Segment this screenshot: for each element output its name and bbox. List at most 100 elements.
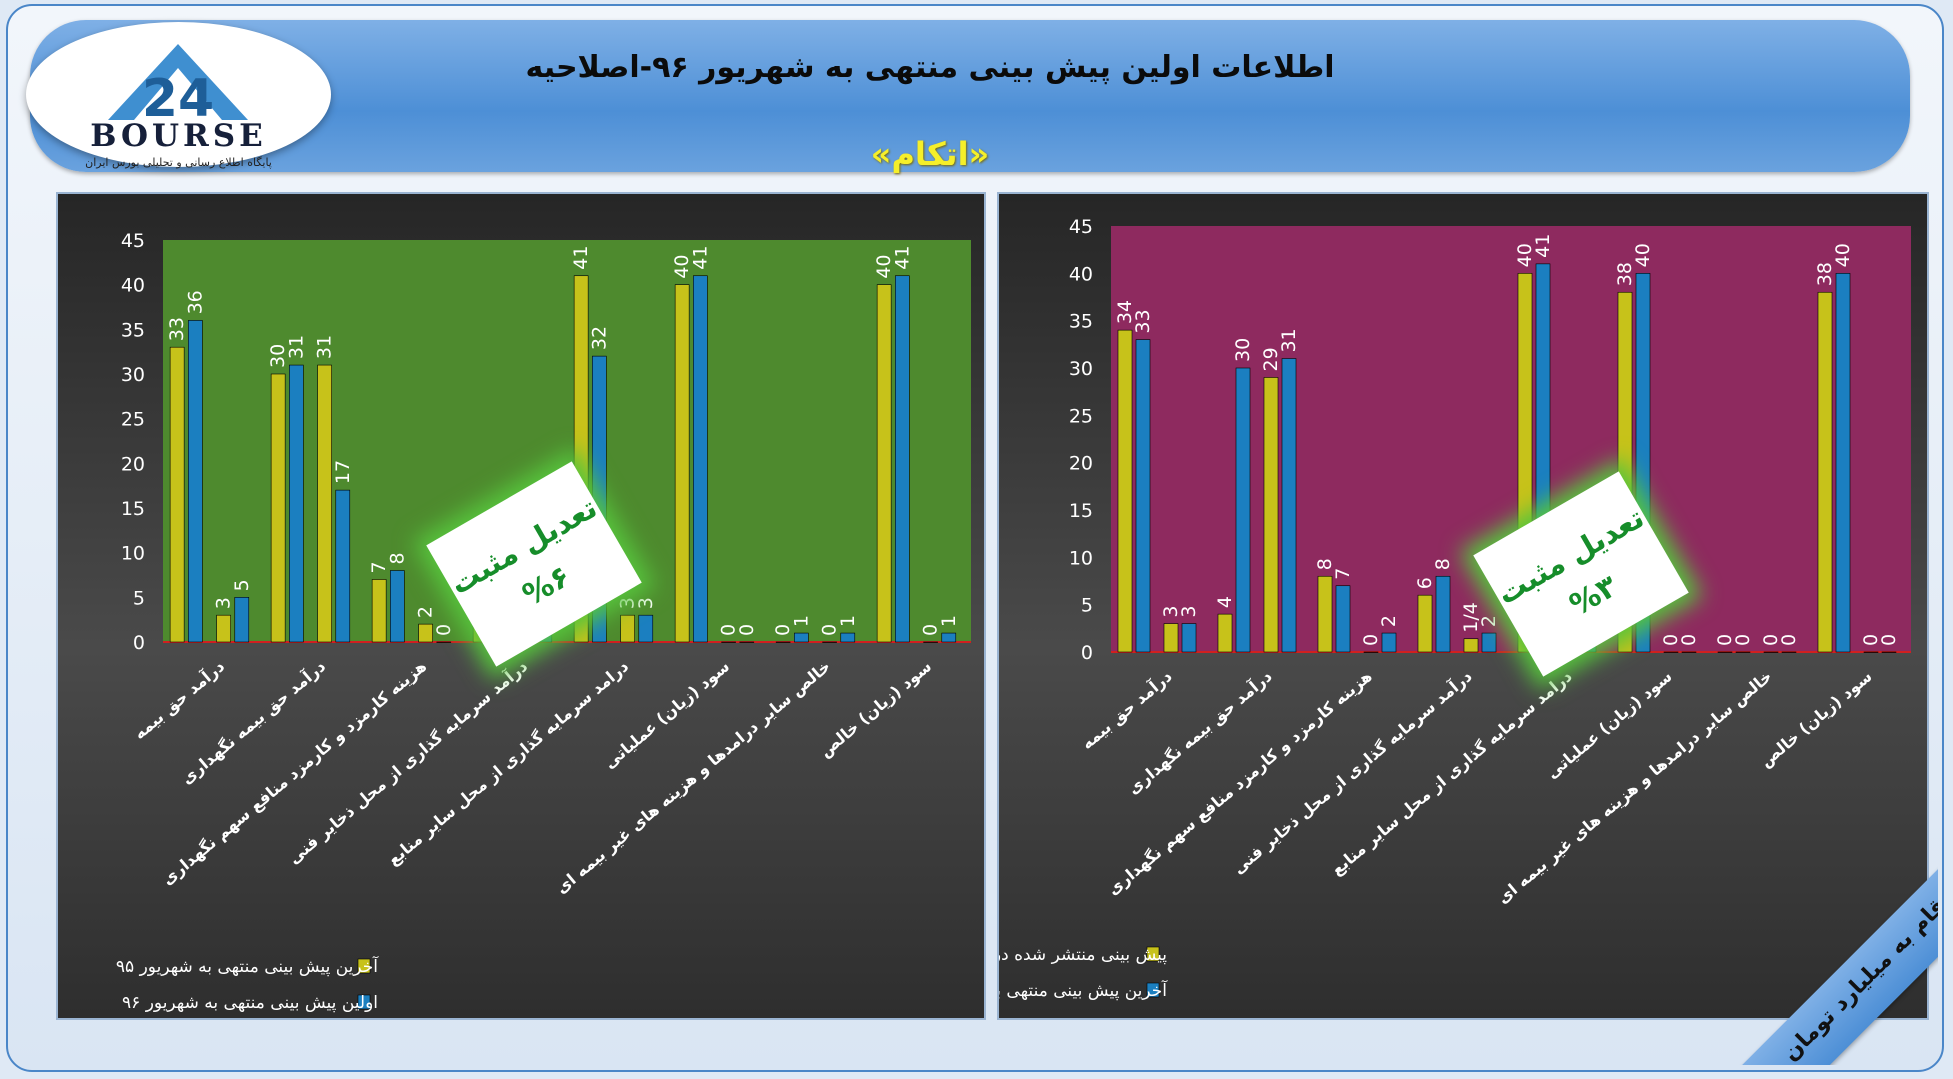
chart-panel-right: 0 5 10 15 20 25 30 35 40 45 34 33 3 3 درآمد حق بیمه 4 30…: [997, 192, 1929, 1020]
bar: [1181, 623, 1197, 653]
bar: [1235, 367, 1251, 653]
bar: [1817, 291, 1833, 653]
bar: [693, 275, 708, 643]
bar: [1681, 651, 1697, 653]
page-title: اطلاعات اولین پیش بینی منتهی به شهریور ۹…: [525, 50, 1335, 85]
svg-text:24: 24: [142, 69, 214, 122]
bar-data-label: 40: [1832, 243, 1854, 267]
bar: [1481, 632, 1497, 653]
bar-data-label: 0: [1760, 634, 1782, 646]
bar: [188, 320, 203, 643]
bar-data-label: 3: [1178, 606, 1200, 618]
bar-data-label: 3: [635, 597, 657, 609]
bar-data-label: 0: [1778, 634, 1800, 646]
bar-data-label: 38: [1814, 262, 1836, 286]
bar-data-label: 0: [920, 624, 942, 636]
bar: [1335, 585, 1351, 653]
units-band: ارقام به میلیارد تومان: [1736, 855, 1938, 1065]
y-tick-label: 35: [1069, 311, 1093, 333]
bar-data-label: 36: [184, 290, 206, 314]
bar-data-label: 1: [837, 615, 859, 627]
bar-data-label: 31: [285, 335, 307, 359]
bar-data-label: 4: [1214, 596, 1236, 608]
bar: [390, 570, 405, 643]
bar-data-label: 2: [1378, 615, 1400, 627]
bar: [1881, 651, 1897, 653]
bar: [840, 632, 856, 643]
bar-data-label: 3: [617, 597, 639, 609]
bar-data-label: 41: [891, 246, 913, 270]
y-tick-label: 10: [1069, 547, 1093, 569]
bar: [876, 284, 892, 643]
bar-data-label: 6: [1414, 577, 1436, 589]
logo-tagline: پایگاه اطلاع رسانی و تحلیلی بورس ایران: [85, 156, 272, 169]
y-tick-label: 40: [1069, 263, 1093, 285]
bar-data-label: 8: [386, 552, 408, 564]
bar-data-label: 3: [213, 597, 235, 609]
bar-data-label: 2: [415, 606, 437, 618]
bar-data-label: 31: [314, 335, 336, 359]
bar-data-label: 1/4: [1460, 602, 1482, 633]
legend-swatch: [1146, 982, 1160, 998]
bar-data-label: 40: [1514, 243, 1536, 267]
bar: [1835, 273, 1851, 653]
y-tick-label: 45: [121, 230, 145, 252]
y-tick-label: 5: [1081, 595, 1093, 617]
bar-data-label: 38: [1614, 262, 1636, 286]
legend-label: اولین پیش بینی منتهی به شهریور ۹۶: [122, 993, 378, 1013]
y-tick-label: 30: [1069, 358, 1093, 380]
y-tick-label: 30: [121, 364, 145, 386]
bar: [335, 489, 351, 643]
bar: [1317, 575, 1333, 653]
bar: [1863, 651, 1879, 653]
bar: [1163, 623, 1179, 653]
bar-data-label: 0: [1860, 634, 1882, 646]
bar: [674, 284, 690, 643]
bar: [270, 373, 286, 643]
bar: [941, 632, 957, 643]
company-name: «اتکام»: [870, 135, 990, 173]
bar: [620, 614, 635, 643]
bar: [721, 641, 736, 643]
y-tick-label: 15: [121, 498, 145, 520]
bar: [822, 641, 837, 643]
bar-data-label: 40: [1632, 243, 1654, 267]
bar: [436, 641, 452, 643]
bar: [1781, 651, 1797, 653]
bar: [1435, 575, 1451, 653]
bar-data-label: 0: [1660, 634, 1682, 646]
chart-panel-left: 0 5 10 15 20 25 30 35 40 45 33 36 3 5 درآمد حق بیمه 30 3…: [56, 192, 986, 1020]
bar: [317, 364, 332, 643]
bar-data-label: 30: [267, 344, 289, 368]
bar: [234, 597, 250, 643]
category-label: درآمد حق بیمه: [1077, 666, 1176, 753]
y-tick-label: 25: [121, 409, 145, 431]
logo-graphic-icon: 24: [108, 44, 248, 122]
logo-wordmark: BOURSE: [90, 118, 267, 154]
bar: [1135, 339, 1151, 653]
bar-data-label: 0: [718, 624, 740, 636]
legend-swatch: [357, 994, 371, 1010]
category-label: درآمد حق بیمه: [129, 656, 228, 743]
bar: [638, 614, 654, 643]
legend-label: پیش بینی منتشر شده در تاریخ ا ابان: [999, 945, 1167, 965]
bar: [1663, 651, 1679, 653]
y-tick-label: 15: [1069, 500, 1093, 522]
bar: [739, 641, 755, 643]
bar-data-label: 2: [1478, 615, 1500, 627]
bar-data-label: 30: [1232, 338, 1254, 362]
header-banner: اطلاعات اولین پیش بینی منتهی به شهریور ۹…: [30, 20, 1910, 173]
bar: [1117, 329, 1133, 653]
bourse24-logo[interactable]: 24 BOURSE پایگاه اطلاع رسانی و تحلیلی بو…: [26, 22, 331, 169]
bar: [1263, 377, 1279, 653]
bar-data-label: 34: [1114, 300, 1136, 324]
bar: [1381, 632, 1397, 653]
bar: [1735, 651, 1751, 653]
y-tick-label: 20: [121, 453, 145, 475]
bar-data-label: 0: [433, 624, 455, 636]
bar-data-label: 41: [689, 246, 711, 270]
bar: [1217, 613, 1233, 653]
bar-data-label: 0: [736, 624, 758, 636]
bar-data-label: 0: [819, 624, 841, 636]
legend-swatch: [357, 958, 371, 974]
